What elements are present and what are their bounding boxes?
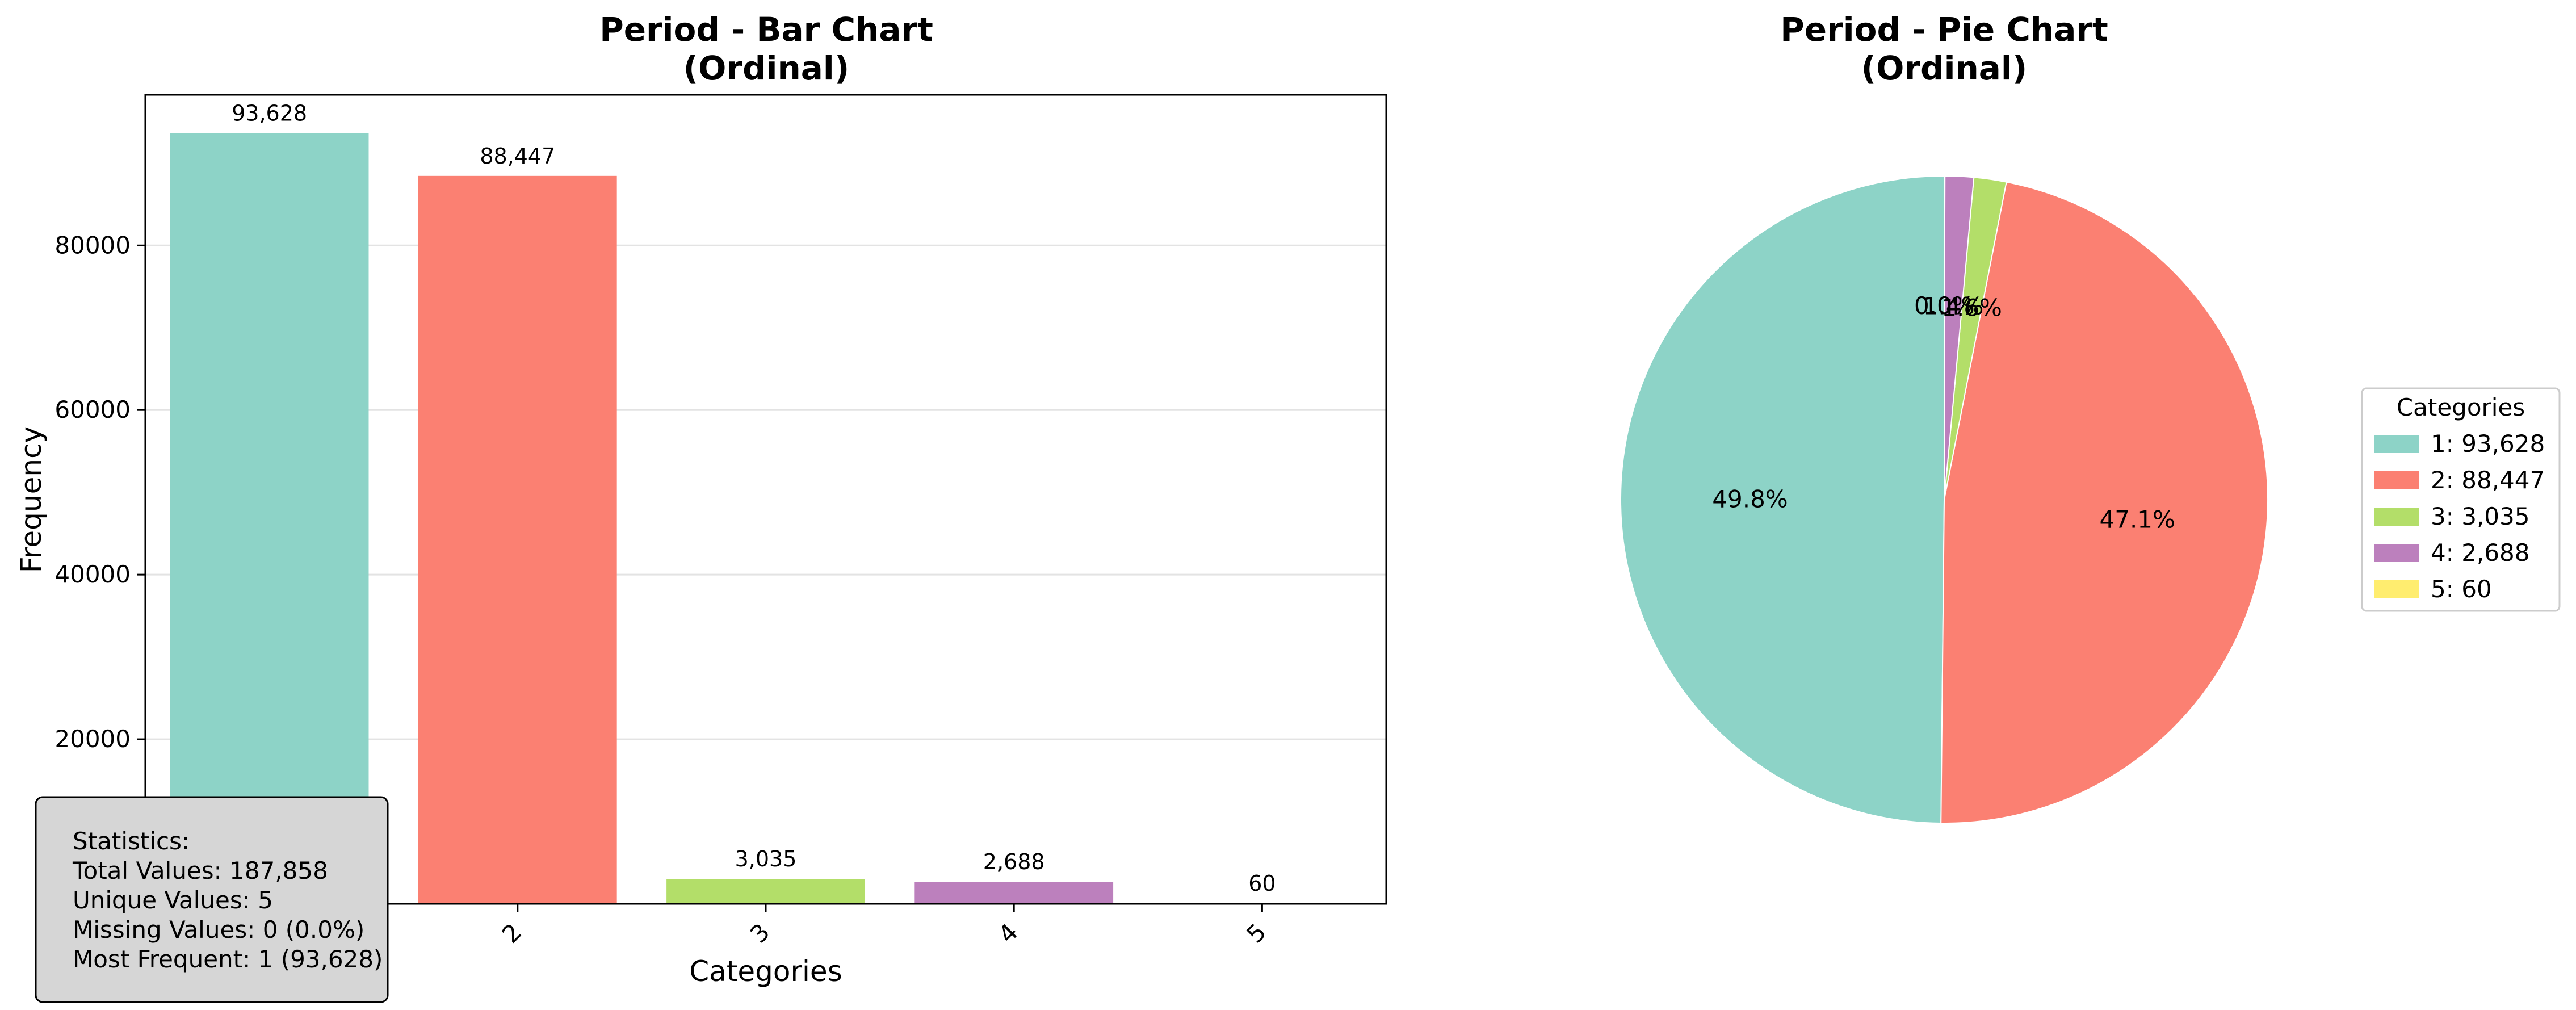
bar-category-2 — [418, 175, 617, 904]
pie-legend-swatch — [2374, 508, 2419, 526]
bar-value-labels: 93,628 88,447 3,035 2,688 60 — [232, 101, 1276, 896]
pie-legend: Categories 1: 93,628 2: 88,447 3: 3,035 4: … — [2361, 387, 2561, 612]
pie-slices — [1620, 175, 2268, 824]
bar-x-axis-ticks: 12345 — [249, 904, 1272, 949]
pie-legend-swatch — [2374, 435, 2419, 453]
pie-legend-swatch — [2374, 471, 2419, 489]
bar-y-tick-label: 80000 — [54, 231, 131, 259]
bar-category-3 — [666, 879, 865, 904]
bar-value-label: 88,447 — [480, 144, 555, 169]
pie-chart: Period - Pie Chart (Ordinal) 49.8% 47.1% 1… — [1620, 10, 2561, 824]
pie-legend-swatch — [2374, 544, 2419, 562]
bar-value-label: 60 — [1248, 871, 1276, 896]
statistics-unique-values: Unique Values: 5 — [73, 886, 273, 914]
statistics-missing-values: Missing Values: 0 (0.0%) — [73, 916, 364, 944]
bar-value-label: 2,688 — [983, 849, 1045, 874]
bar-y-axis-ticks: 20000 40000 60000 80000 — [54, 231, 145, 753]
pie-percent-label: 0.0% — [1914, 292, 1975, 320]
pie-legend-entries: 1: 93,628 2: 88,447 3: 3,035 4: 2,688 5: 60 — [2374, 430, 2545, 603]
pie-legend-entry: 4: 2,688 — [2431, 539, 2529, 567]
bar-category-4 — [914, 882, 1114, 904]
bar-series — [170, 133, 1362, 904]
pie-legend-title: Categories — [2397, 393, 2525, 421]
pie-chart-title-line-2: (Ordinal) — [1861, 49, 2028, 87]
pie-legend-entry: 5: 60 — [2431, 575, 2492, 603]
bar-y-tick-label: 60000 — [54, 396, 131, 424]
statistics-most-frequent: Most Frequent: 1 (93,628) — [73, 945, 383, 973]
bar-x-tick-label: 2 — [497, 918, 527, 949]
statistics-heading: Statistics: — [73, 827, 190, 855]
bar-chart-title-line-2: (Ordinal) — [683, 49, 850, 87]
bar-x-tick-label: 3 — [745, 918, 775, 949]
bar-chart: Period - Bar Chart (Ordinal) 93,628 88,44… — [15, 10, 1387, 1003]
bar-y-tick-label: 20000 — [54, 725, 131, 753]
bar-value-label: 93,628 — [232, 101, 307, 126]
pie-percent-labels: 49.8% 47.1% 1.6%1.4%0.0% — [1712, 292, 2175, 534]
pie-percent-label: 1.4% — [1923, 292, 1984, 320]
bar-category-1 — [170, 133, 369, 904]
bar-y-tick-label: 40000 — [54, 560, 131, 588]
pie-legend-entry: 2: 88,447 — [2431, 466, 2545, 494]
bar-value-label: 3,035 — [735, 846, 797, 871]
pie-percent-label: 47.1% — [2100, 506, 2175, 534]
pie-percent-label: 1.6% — [1941, 294, 2002, 321]
bar-y-axis-label: Frequency — [15, 426, 48, 573]
pie-percent-label: 49.8% — [1712, 485, 1788, 513]
statistics-box-background — [35, 796, 389, 1003]
bar-x-tick-label: 5 — [1241, 918, 1272, 949]
pie-legend-swatch — [2374, 580, 2419, 598]
pie-slice-1 — [1620, 175, 1945, 824]
bar-x-tick-label: 4 — [993, 918, 1023, 949]
statistics-total-values: Total Values: 187,858 — [72, 857, 328, 885]
bar-x-axis-label: Categories — [689, 955, 842, 988]
pie-slice-5 — [1944, 175, 1946, 500]
pie-legend-entry: 1: 93,628 — [2431, 430, 2545, 458]
pie-chart-title-line-1: Period - Pie Chart — [1780, 10, 2108, 49]
statistics-box: Statistics: Total Values: 187,858 Unique… — [35, 796, 389, 1003]
bar-chart-title-line-1: Period - Bar Chart — [599, 10, 933, 49]
pie-slice-2 — [1940, 181, 2268, 824]
pie-legend-entry: 3: 3,035 — [2431, 502, 2529, 530]
